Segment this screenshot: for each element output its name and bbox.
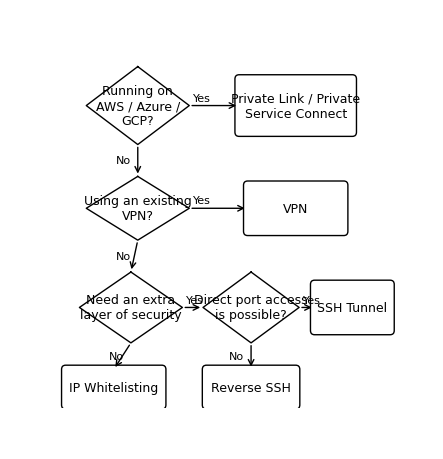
FancyBboxPatch shape <box>244 182 348 236</box>
Text: Private Link / Private
Service Connect: Private Link / Private Service Connect <box>231 92 360 120</box>
FancyBboxPatch shape <box>311 280 394 335</box>
Text: Yes: Yes <box>193 94 210 103</box>
FancyBboxPatch shape <box>202 365 300 409</box>
Text: SSH Tunnel: SSH Tunnel <box>317 301 388 314</box>
FancyBboxPatch shape <box>62 365 166 409</box>
Text: Yes: Yes <box>193 196 210 206</box>
Polygon shape <box>86 67 189 145</box>
Text: No: No <box>116 252 131 262</box>
Polygon shape <box>86 177 189 241</box>
Text: Direct port access
is possible?: Direct port access is possible? <box>194 294 308 322</box>
Polygon shape <box>79 273 183 343</box>
Text: VPN: VPN <box>283 202 308 215</box>
Text: Yes: Yes <box>303 295 320 305</box>
Text: Running on
AWS / Azure /
GCP?: Running on AWS / Azure / GCP? <box>96 85 180 128</box>
Text: IP Whitelisting: IP Whitelisting <box>69 381 158 394</box>
Text: Reverse SSH: Reverse SSH <box>211 381 291 394</box>
Polygon shape <box>203 273 299 343</box>
Text: Yes: Yes <box>186 295 204 305</box>
Text: Using an existing
VPN?: Using an existing VPN? <box>84 195 192 223</box>
Text: No: No <box>229 352 244 361</box>
FancyBboxPatch shape <box>235 76 357 137</box>
Text: Need an extra
layer of security: Need an extra layer of security <box>80 294 182 322</box>
Text: No: No <box>109 352 124 361</box>
Text: No: No <box>116 156 131 166</box>
